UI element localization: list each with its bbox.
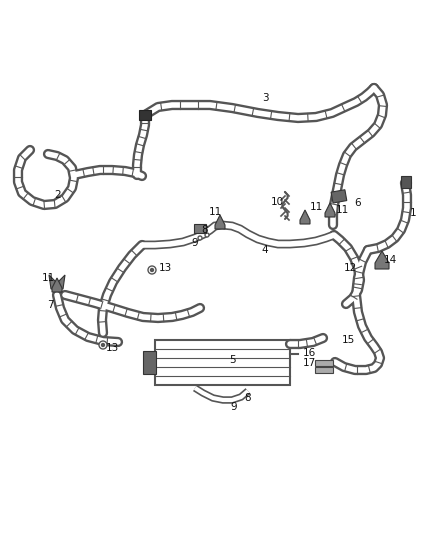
Circle shape xyxy=(205,233,209,237)
Bar xyxy=(331,190,347,203)
Text: 11: 11 xyxy=(336,205,349,215)
Bar xyxy=(194,224,206,233)
Polygon shape xyxy=(52,278,62,292)
Text: 8: 8 xyxy=(245,393,251,403)
Polygon shape xyxy=(215,215,225,229)
Text: 3: 3 xyxy=(261,93,268,103)
Text: 14: 14 xyxy=(383,255,397,265)
Bar xyxy=(315,367,333,373)
Polygon shape xyxy=(49,275,65,289)
Circle shape xyxy=(148,266,156,274)
Text: 4: 4 xyxy=(261,245,268,255)
Text: 12: 12 xyxy=(343,263,357,273)
Text: 11: 11 xyxy=(309,202,323,212)
Text: 1: 1 xyxy=(410,208,416,218)
Text: 5: 5 xyxy=(230,355,237,365)
Text: 10: 10 xyxy=(270,197,283,207)
Circle shape xyxy=(151,269,153,271)
Text: 6: 6 xyxy=(355,198,361,208)
Bar xyxy=(155,340,290,385)
Circle shape xyxy=(102,343,105,346)
Text: 16: 16 xyxy=(302,348,316,358)
Polygon shape xyxy=(300,210,310,224)
Text: 7: 7 xyxy=(47,300,53,310)
Text: 11: 11 xyxy=(41,273,55,283)
Text: 8: 8 xyxy=(201,225,208,235)
Text: 13: 13 xyxy=(106,343,119,353)
Text: 9: 9 xyxy=(231,402,237,412)
Text: 13: 13 xyxy=(159,263,172,273)
Text: 17: 17 xyxy=(302,358,316,368)
Polygon shape xyxy=(375,251,389,269)
Polygon shape xyxy=(325,203,335,217)
Bar xyxy=(143,351,156,374)
Circle shape xyxy=(99,341,107,349)
Circle shape xyxy=(198,236,202,240)
Bar xyxy=(315,360,333,366)
Bar xyxy=(139,110,151,120)
Text: 9: 9 xyxy=(192,238,198,248)
Text: 11: 11 xyxy=(208,207,222,217)
Bar xyxy=(401,176,411,188)
Text: 15: 15 xyxy=(341,335,355,345)
Text: 2: 2 xyxy=(55,190,61,200)
